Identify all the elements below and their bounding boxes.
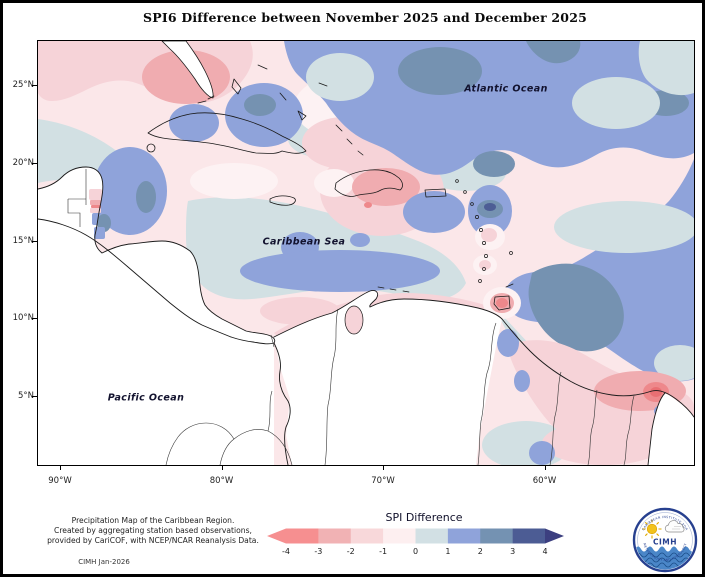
legend-tick-label: -4 — [282, 547, 290, 556]
legend-tick-label: 4 — [542, 547, 547, 556]
map-canvas: Atlantic Ocean Caribbean Sea Pacific Oce… — [37, 40, 695, 466]
legend-tick-label: -2 — [347, 547, 355, 556]
lat-tick-mark — [32, 318, 37, 320]
lon-tick-mark — [383, 465, 384, 470]
sun-icon — [642, 519, 662, 539]
legend-segment — [480, 528, 513, 544]
lat-tick-label: 25°N — [12, 80, 34, 90]
lat-tick-label: 5°N — [17, 391, 34, 401]
attribution-line-2: Created by aggregating station based obs… — [54, 526, 252, 536]
florida — [161, 41, 214, 99]
legend-segment — [286, 528, 319, 544]
lat-tick-mark — [32, 396, 37, 397]
legend-tick-label: 1 — [445, 547, 450, 556]
lon-tick-mark — [544, 465, 546, 470]
lat-tick-label: 15°N — [12, 235, 34, 246]
attribution-text: Precipitation Map of the Caribbean Regio… — [11, 516, 295, 546]
lon-tick-label: 70°W — [371, 476, 395, 486]
lon-tick-mark — [221, 465, 223, 470]
map-title: SPI6 Difference between November 2025 an… — [143, 10, 587, 25]
lon-tick-mark — [60, 465, 61, 470]
belize-anomaly-stripes — [89, 189, 111, 239]
cuba — [147, 112, 307, 154]
lat-tick-label: 10°N — [12, 313, 34, 324]
stamp-text: CIMH Jan-2026 — [78, 558, 130, 566]
land-masks — [38, 167, 694, 465]
lon-tick-label: 90°W — [48, 476, 72, 486]
legend-colorbar: -4 -3 -2 -1 0 1 2 3 4 — [267, 528, 564, 556]
contour-map — [38, 41, 694, 465]
coastlines — [38, 166, 694, 465]
lat-tick-mark — [32, 240, 37, 242]
country-borders — [67, 169, 635, 465]
legend-right-arrow — [545, 528, 564, 544]
puerto-rico — [424, 188, 447, 198]
jamaica — [269, 195, 296, 206]
legend-tick-label: -1 — [379, 547, 387, 556]
hispaniola — [334, 169, 403, 197]
legend-tick-label: 0 — [413, 547, 418, 556]
legend-segment — [350, 528, 384, 544]
legend-left-arrow — [267, 528, 286, 544]
lon-tick-label: 60°W — [532, 476, 557, 486]
legend-segment — [318, 528, 352, 544]
lon-tick-label: 80°W — [209, 476, 234, 486]
lat-tick-mark — [32, 162, 37, 164]
field-blues — [93, 41, 694, 382]
logo-acronym: CIMH — [653, 538, 677, 547]
legend-segment — [447, 528, 481, 544]
legend-tick-label: 3 — [510, 547, 515, 556]
cloud-icon — [664, 520, 685, 533]
lesser-antilles — [377, 179, 513, 293]
islands — [146, 41, 514, 311]
tobago — [505, 283, 514, 288]
lake-maracaibo — [344, 305, 364, 335]
field-pinks — [38, 41, 502, 337]
cimh-logo: CIMH CARIBBEAN INSTITUTE FOR METEOROLOGY… — [632, 507, 698, 573]
lat-tick-label: 20°N — [12, 157, 34, 168]
field-steels — [136, 41, 689, 352]
lat-tick-mark — [32, 85, 37, 86]
legend-tick-label: 2 — [478, 547, 483, 556]
legend-segment — [512, 528, 546, 544]
trinidad — [493, 295, 511, 311]
legend-title: SPI Difference — [385, 511, 463, 524]
legend-tick-label: -3 — [314, 547, 322, 556]
attribution-line-1: Precipitation Map of the Caribbean Regio… — [71, 516, 235, 525]
legend-segment — [415, 528, 449, 544]
legend-segment — [383, 528, 416, 544]
attribution-line-3: provided by CariCOF, with NCEP/NCAR Rean… — [47, 536, 259, 546]
